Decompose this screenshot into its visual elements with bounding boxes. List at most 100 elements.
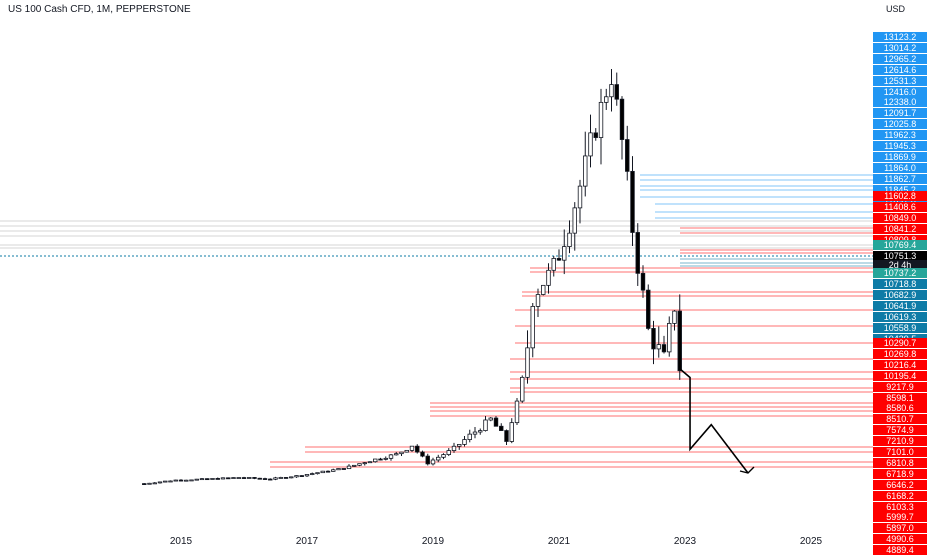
candle-body (541, 284, 546, 295)
candle-body (231, 477, 236, 479)
candle-body (399, 451, 404, 455)
candle-body (336, 468, 341, 471)
candle-body (462, 439, 467, 445)
price-label-blue: 12091.7 (873, 108, 927, 119)
candle-body (551, 258, 556, 271)
price-label-red: 10195.4 (873, 370, 927, 381)
candle-body (362, 462, 367, 465)
price-label-red: 4990.6 (873, 534, 927, 545)
candle-body (614, 84, 619, 100)
candle-body (530, 305, 535, 349)
candle-body (562, 246, 567, 261)
candle-body (215, 478, 220, 480)
candle-body (651, 328, 656, 350)
price-label-red: 6810.8 (873, 457, 927, 468)
candle-body (630, 170, 635, 233)
candle-body (163, 480, 168, 483)
candle-body (635, 232, 640, 274)
price-label-red: 10809.8 (873, 234, 927, 245)
candle-body (583, 155, 588, 187)
x-tick-label: 2021 (547, 536, 571, 547)
price-label-blue: 12416.0 (873, 86, 927, 97)
candle-body (441, 454, 446, 458)
candle-body (577, 185, 583, 209)
x-tick-label: 2025 (799, 536, 823, 547)
candle-body (394, 453, 399, 456)
candle-body (472, 431, 478, 435)
price-label-red: 10216.4 (873, 359, 927, 370)
candle-body (268, 478, 273, 481)
projection-arrowhead (739, 466, 755, 474)
candle-body (425, 455, 430, 465)
candle-body (556, 258, 562, 261)
candle-body (451, 445, 457, 451)
price-label-red: 6103.3 (873, 501, 927, 512)
currency-label: USD (886, 4, 906, 14)
chart-title: US 100 Cash CFD, 1M, PEPPERSTONE (8, 4, 191, 15)
price-label-red: 10269.8 (873, 348, 927, 359)
price-label-blue: 11869.9 (873, 151, 927, 162)
candle-body (457, 444, 462, 447)
candle-body (173, 479, 178, 482)
candle-body (273, 477, 278, 480)
candle-body (378, 458, 383, 461)
price-label-blue: 11945.3 (873, 141, 927, 151)
price-label-blue: 12614.6 (873, 64, 927, 75)
candle-body (241, 477, 247, 479)
price-label-red: 7574.9 (873, 425, 927, 436)
candle-body (299, 475, 304, 477)
price-label-teal: 10718.8 (873, 279, 927, 289)
candle-body (178, 479, 184, 482)
price-label-red: 7101.0 (873, 447, 927, 457)
price-label-blue: 11845.2 (873, 184, 927, 195)
price-label-red: 6718.9 (873, 468, 927, 479)
x-tick-label: 2023 (673, 536, 697, 547)
candle-body (157, 481, 163, 484)
candle-body (168, 480, 173, 483)
candle-body (236, 477, 241, 479)
candle-body (667, 323, 672, 353)
price-label-red: 8598.1 (873, 392, 927, 403)
candle-body (520, 376, 525, 402)
candle-body (194, 478, 199, 481)
candle-body (604, 96, 609, 103)
candle-body (514, 400, 520, 424)
price-label-green: 10769.4 (873, 240, 927, 250)
candle-body (331, 469, 336, 472)
candle-body (493, 417, 499, 427)
candle-body (672, 310, 677, 324)
price-label-teal: 10641.9 (873, 300, 927, 311)
candle-body (278, 477, 283, 479)
price-label-red: 5999.7 (873, 512, 927, 523)
x-tick-label: 2017 (295, 536, 319, 547)
candle-body (283, 477, 289, 479)
candle-body (205, 478, 210, 481)
candle-body (289, 476, 294, 479)
candle-body (430, 459, 436, 465)
price-label-green: 10737.2 (873, 268, 927, 278)
candle-body (262, 478, 268, 480)
price-label-blue: 11864.0 (873, 162, 927, 173)
candle-body (199, 478, 205, 481)
price-label-red: 8580.6 (873, 403, 927, 414)
candle-body (572, 207, 577, 234)
price-label-blue: 13014.2 (873, 42, 927, 53)
candle-body (220, 477, 226, 480)
price-label-red: 11408.6 (873, 201, 927, 212)
projection-arrow (679, 368, 749, 474)
price-label-red: 6646.2 (873, 479, 927, 490)
price-label-blue: 12025.8 (873, 119, 927, 130)
candle-body (341, 468, 346, 470)
price-label-blue: 11862.7 (873, 173, 927, 184)
candle-body (352, 464, 357, 467)
candle-body (147, 482, 152, 485)
candle-body (593, 132, 598, 138)
candle-body (189, 479, 194, 482)
candle-body (525, 347, 530, 378)
candle-body (315, 472, 320, 475)
candle-body (677, 310, 682, 372)
candle-body (488, 417, 493, 421)
candle-body (388, 454, 394, 459)
price-label-blue: 12531.3 (873, 75, 927, 86)
